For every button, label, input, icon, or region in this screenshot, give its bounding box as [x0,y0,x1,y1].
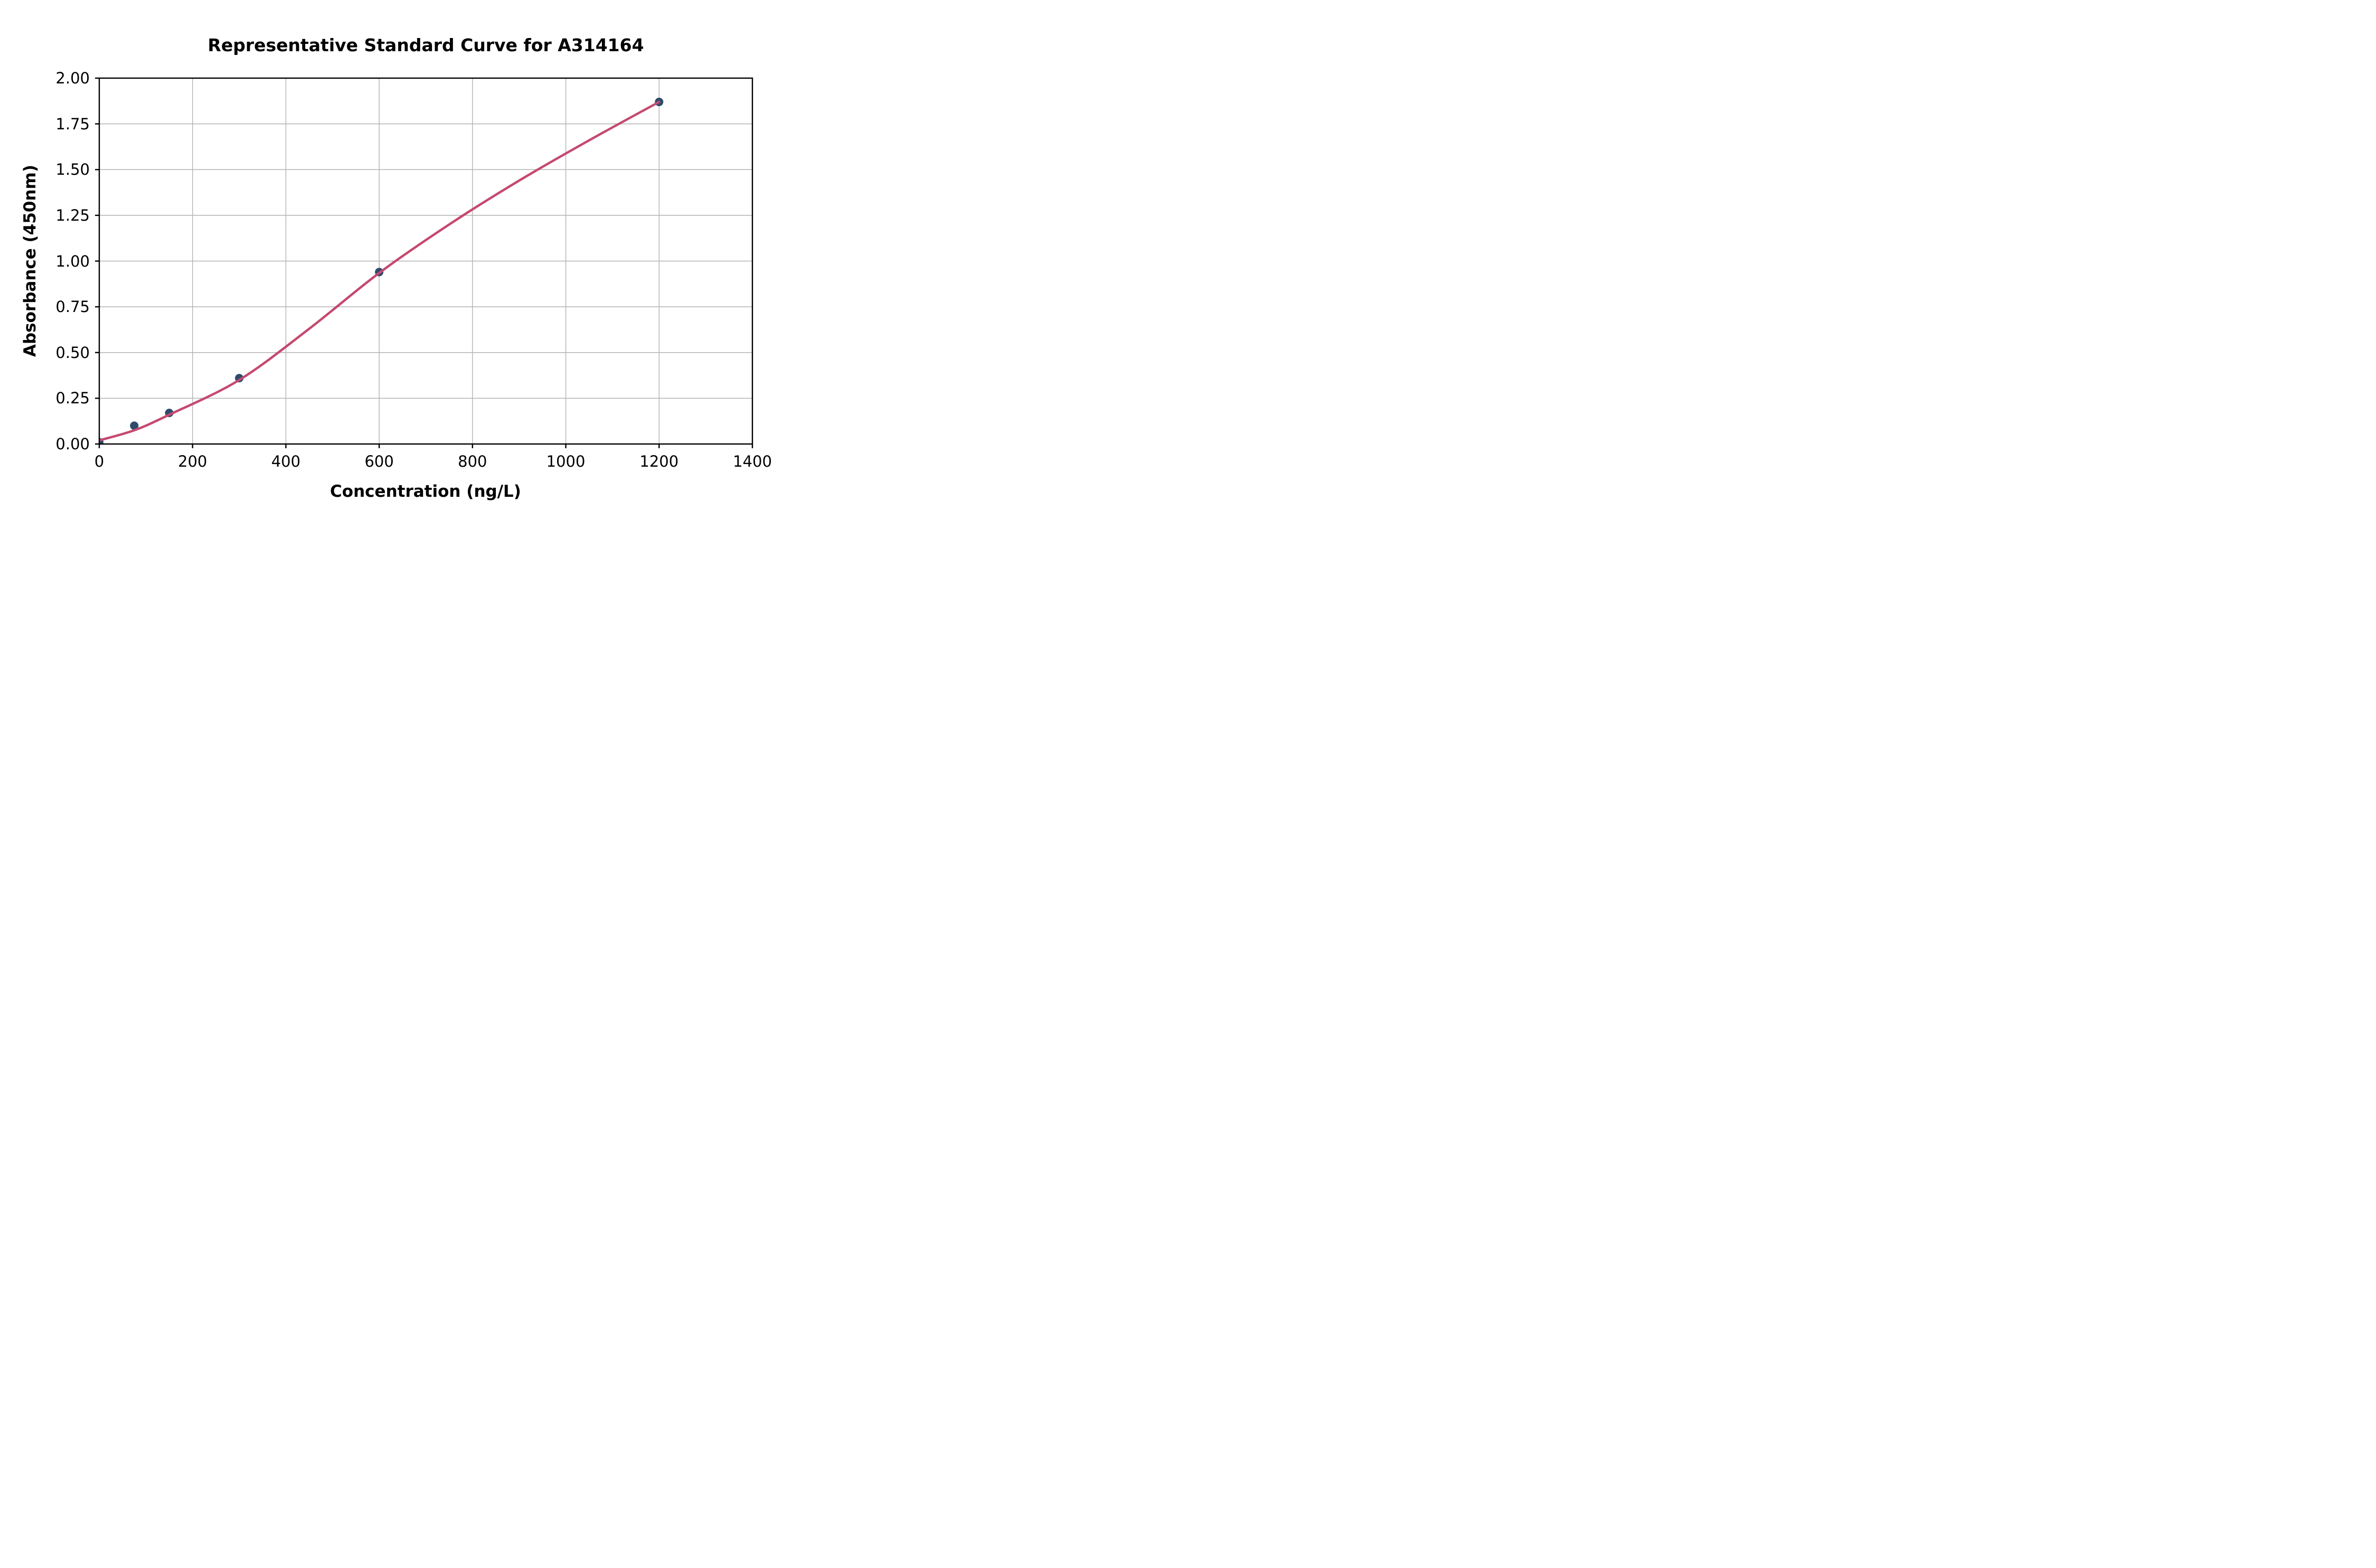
x-axis-label: Concentration (ng/L) [330,482,521,501]
y-tick-label-0.50: 0.50 [55,343,90,362]
x-tick-label-600: 600 [364,452,394,470]
y-tick-label-1.25: 1.25 [55,206,90,224]
plot-canvas [95,77,753,448]
y-tick-label-0.25: 0.25 [55,389,90,408]
x-tick-label-1400: 1400 [733,452,772,470]
y-tick-label-1.50: 1.50 [55,160,90,179]
fit-curve-path [99,100,661,442]
x-tick-label-400: 400 [271,452,301,470]
x-tick-label-0: 0 [94,452,105,470]
y-tick-label-2.00: 2.00 [55,69,90,87]
y-tick-label-0.00: 0.00 [55,435,90,453]
y-tick-label-0.75: 0.75 [55,298,90,316]
y-tick-label-1.75: 1.75 [55,115,90,133]
x-tick-label-1000: 1000 [546,452,586,470]
x-tick-label-200: 200 [178,452,208,470]
chart-title: Representative Standard Curve for A31416… [208,35,644,55]
y-tick-label-1.00: 1.00 [55,252,90,270]
x-tick-label-1200: 1200 [639,452,679,470]
standard-curve-figure: Representative Standard Curve for A31416… [0,0,792,523]
plot-area [95,77,753,448]
data-layer [99,98,664,444]
data-point-75 [130,421,139,430]
x-tick-label-800: 800 [458,452,487,470]
